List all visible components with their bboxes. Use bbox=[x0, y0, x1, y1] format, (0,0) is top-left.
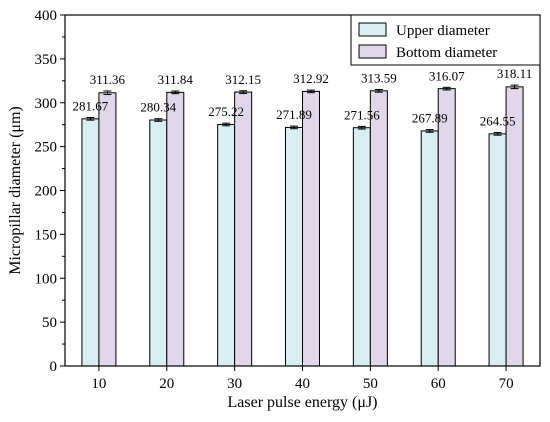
bar bbox=[505, 86, 524, 367]
data-label: 312.15 bbox=[225, 72, 261, 87]
bar bbox=[285, 126, 303, 367]
y-tick-label: 250 bbox=[35, 140, 58, 156]
legend-swatch bbox=[358, 44, 387, 59]
x-tick-label: 10 bbox=[91, 376, 106, 392]
y-tick-label: 100 bbox=[35, 271, 58, 287]
plot-border bbox=[64, 14, 541, 367]
data-label: 311.84 bbox=[158, 72, 194, 87]
data-label: 271.56 bbox=[344, 107, 380, 122]
legend-label: Upper diameter bbox=[396, 23, 490, 39]
data-label: 280.34 bbox=[140, 100, 176, 115]
y-axis-title: Micropillar diameter (μm) bbox=[7, 106, 24, 275]
bar bbox=[437, 88, 456, 367]
legend-label: Bottom diameter bbox=[396, 45, 497, 61]
data-label: 275.22 bbox=[208, 104, 244, 119]
data-label: 281.67 bbox=[73, 99, 109, 114]
data-label: 316.07 bbox=[429, 68, 465, 83]
data-label: 312.92 bbox=[293, 71, 329, 86]
bar bbox=[488, 133, 507, 367]
data-label: 318.11 bbox=[497, 66, 532, 81]
data-label: 267.89 bbox=[412, 111, 448, 126]
bar bbox=[217, 123, 236, 367]
y-tick-label: 50 bbox=[42, 315, 57, 331]
y-tick-label: 200 bbox=[35, 184, 58, 200]
axes: 10 20 30 40 50 60 70 0 50 100 150 200 250 300 350 400 bbox=[35, 8, 541, 392]
data-labels: 281.67 311.36 280.34 311.84 275.22 312.15 271.… bbox=[73, 66, 533, 128]
legend-swatch bbox=[358, 22, 387, 37]
y-tick-label: 350 bbox=[35, 52, 58, 68]
y-tick-label: 400 bbox=[35, 8, 58, 24]
x-tick-label: 50 bbox=[363, 376, 378, 392]
x-tick-label: 70 bbox=[499, 376, 514, 392]
bar bbox=[302, 90, 320, 367]
y-tick-label: 0 bbox=[50, 359, 58, 375]
bar bbox=[352, 127, 371, 367]
x-axis-title: Laser pulse energy (μJ) bbox=[227, 394, 377, 411]
y-tick-label: 300 bbox=[35, 96, 58, 112]
data-label: 311.36 bbox=[90, 72, 126, 87]
x-tick-label: 30 bbox=[227, 376, 242, 392]
data-label: 313.59 bbox=[361, 71, 397, 86]
x-tick-label: 60 bbox=[431, 376, 446, 392]
data-label: 264.55 bbox=[480, 114, 516, 129]
y-tick-label: 150 bbox=[35, 227, 58, 243]
bar bbox=[420, 130, 439, 367]
data-label: 271.89 bbox=[276, 107, 312, 122]
bar bbox=[369, 90, 388, 367]
x-tick-label: 40 bbox=[295, 376, 310, 392]
bar bbox=[234, 91, 253, 367]
bar bbox=[149, 119, 168, 367]
legend: Upper diameter Bottom diameter bbox=[350, 14, 541, 66]
bar bbox=[98, 92, 117, 367]
x-tick-label: 20 bbox=[159, 376, 174, 392]
bar bbox=[166, 91, 185, 367]
bar bbox=[81, 118, 100, 367]
bars bbox=[81, 84, 524, 367]
